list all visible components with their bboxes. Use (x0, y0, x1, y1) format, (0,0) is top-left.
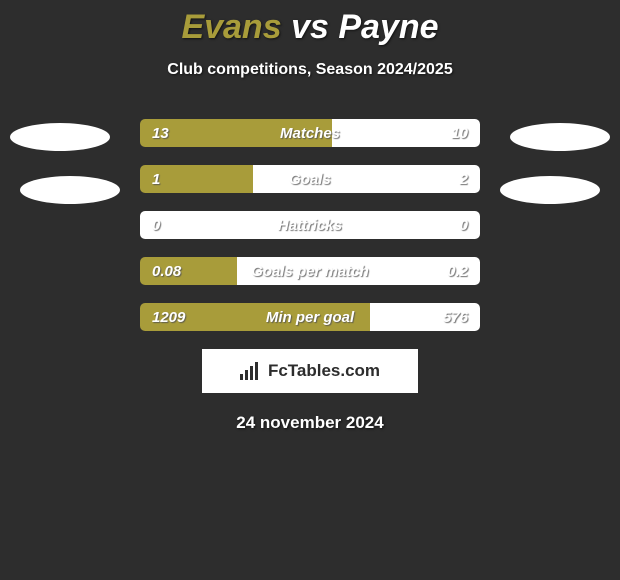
stat-left-value: 13 (152, 125, 169, 142)
brand-logo: FcTables.com (240, 361, 380, 381)
brand-logo-box: FcTables.com (202, 349, 418, 393)
subtitle: Club competitions, Season 2024/2025 (0, 61, 620, 79)
player2-name: Payne (338, 8, 438, 46)
player2-badge-placeholder (510, 123, 610, 151)
stat-right-value: 576 (443, 309, 468, 326)
brand-text: FcTables.com (268, 361, 380, 381)
stat-row: 1209Min per goal576 (140, 303, 480, 331)
comparison-title: Evans vs Payne (0, 0, 620, 47)
stat-label: Goals (140, 171, 480, 188)
stat-right-value: 10 (451, 125, 468, 142)
stat-left-value: 1209 (152, 309, 185, 326)
stat-right-value: 0 (460, 217, 468, 234)
stat-label: Matches (140, 125, 480, 142)
stat-row: 0.08Goals per match0.2 (140, 257, 480, 285)
stat-left-value: 0.08 (152, 263, 181, 280)
stat-left-value: 0 (152, 217, 160, 234)
stat-row: 1Goals2 (140, 165, 480, 193)
player2-badge-placeholder-2 (500, 176, 600, 204)
date-text: 24 november 2024 (0, 413, 620, 433)
player1-badge-placeholder-2 (20, 176, 120, 204)
vs-text: vs (291, 8, 329, 46)
player1-badge-placeholder (10, 123, 110, 151)
stat-label: Goals per match (140, 263, 480, 280)
stat-label: Hattricks (140, 217, 480, 234)
player1-name: Evans (181, 8, 281, 46)
stat-rows: 13Matches101Goals20Hattricks00.08Goals p… (0, 119, 620, 331)
stat-row: 0Hattricks0 (140, 211, 480, 239)
stat-right-value: 0.2 (447, 263, 468, 280)
stat-label: Min per goal (140, 309, 480, 326)
stat-row: 13Matches10 (140, 119, 480, 147)
stat-right-value: 2 (460, 171, 468, 188)
stat-left-value: 1 (152, 171, 160, 188)
bar-chart-icon (240, 362, 262, 380)
